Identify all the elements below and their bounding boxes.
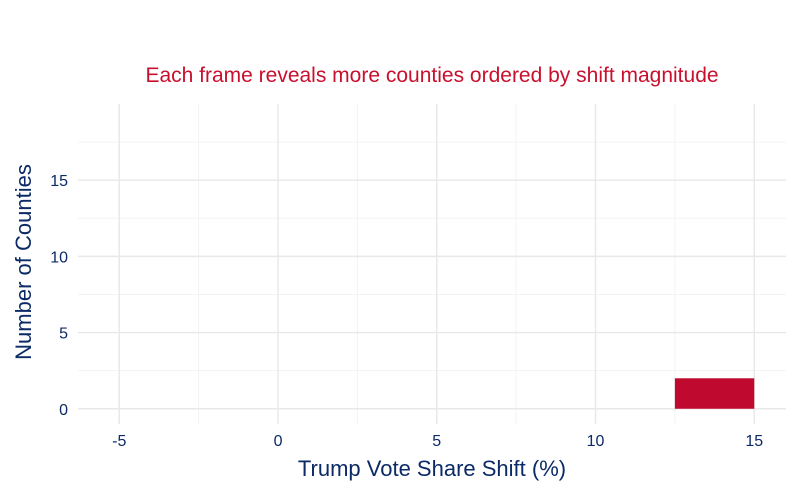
x-tick-label: 10	[587, 433, 605, 450]
x-tick-label: 0	[274, 433, 283, 450]
y-tick-label: 5	[59, 326, 68, 343]
bars-group	[674, 378, 755, 409]
x-tick-label: 5	[432, 433, 441, 450]
y-tick-label: 0	[59, 402, 68, 419]
y-tick-labels: 0 5 10 15	[50, 173, 68, 419]
chart-subtitle: Each frame reveals more counties ordered…	[145, 64, 718, 87]
x-tick-labels: -5 0 5 10 15	[112, 433, 763, 450]
histogram-bar	[674, 378, 755, 409]
y-tick-label: 10	[50, 249, 68, 266]
x-tick-label: 15	[745, 433, 763, 450]
y-tick-label: 15	[50, 173, 68, 190]
y-axis-title: Number of Counties	[11, 164, 36, 360]
x-tick-label: -5	[112, 433, 126, 450]
grid-lines	[78, 104, 786, 424]
x-axis-title: Trump Vote Share Shift (%)	[298, 456, 566, 481]
